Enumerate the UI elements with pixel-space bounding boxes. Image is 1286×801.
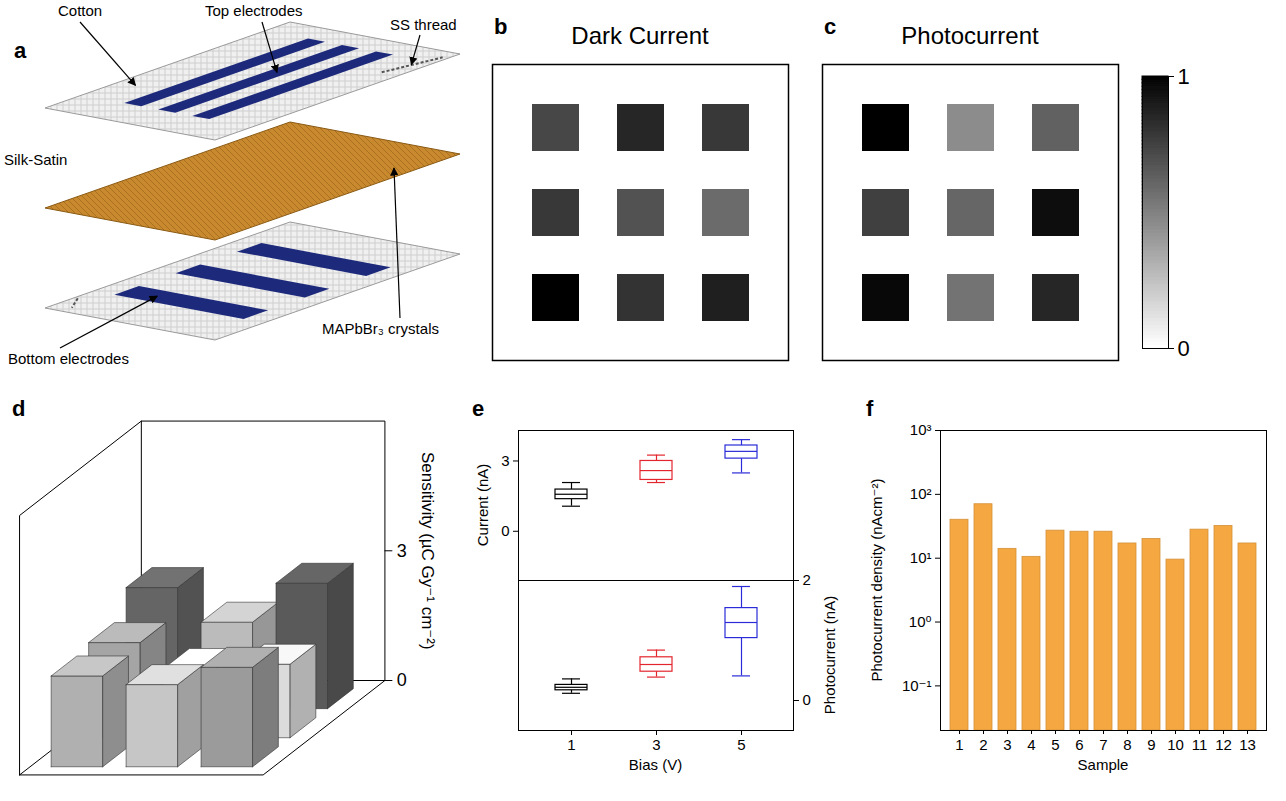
html-text:Photocurrent (nA): Photocurrent (nA) <box>820 595 838 715</box>
svg-text:13: 13 <box>1239 736 1256 753</box>
svg-text:12: 12 <box>1215 736 1232 753</box>
svg-text:4: 4 <box>1027 736 1035 753</box>
html-text:Sample: Sample <box>1077 756 1129 773</box>
svg-text:10¹: 10¹ <box>910 549 932 566</box>
svg-text:1: 1 <box>955 736 963 753</box>
svg-text:1: 1 <box>1178 64 1190 89</box>
svg-text:3: 3 <box>1003 736 1011 753</box>
html-text:Photocurrent: Photocurrent <box>901 22 1039 49</box>
svg-text:Top electrodes: Top electrodes <box>205 2 303 19</box>
svg-text:MAPbBr₃ crystals: MAPbBr₃ crystals <box>322 320 439 337</box>
svg-text:10⁻¹: 10⁻¹ <box>902 677 932 694</box>
svg-text:11: 11 <box>1192 736 1208 753</box>
svg-text:0: 0 <box>397 670 407 690</box>
svg-text:5: 5 <box>737 736 745 753</box>
html-text:Current (nA): Current (nA) <box>473 463 491 547</box>
svg-text:Cotton: Cotton <box>58 2 102 19</box>
html-text:b: b <box>494 14 508 39</box>
svg-text:3: 3 <box>501 452 509 469</box>
svg-text:10³: 10³ <box>910 421 932 438</box>
html-text:a: a <box>14 38 27 63</box>
html-text:d: d <box>12 396 26 421</box>
svg-text:3: 3 <box>652 736 660 753</box>
svg-text:0: 0 <box>1178 336 1190 361</box>
html-text:Bias (V): Bias (V) <box>628 756 683 773</box>
html-text:c: c <box>824 14 837 39</box>
svg-text:Sensitivity (µC Gy⁻¹ cm⁻²): Sensitivity (µC Gy⁻¹ cm⁻²) <box>418 452 437 650</box>
svg-text:3: 3 <box>397 541 407 561</box>
svg-text:SS thread: SS thread <box>390 16 457 33</box>
svg-text:Bottom electrodes: Bottom electrodes <box>8 350 129 367</box>
html-text:Photocurrent density (nAcm⁻²): Photocurrent density (nAcm⁻²) <box>867 478 885 682</box>
svg-text:0: 0 <box>803 691 811 708</box>
svg-text:2: 2 <box>979 736 987 753</box>
svg-text:2: 2 <box>803 571 811 588</box>
html-text:f: f <box>866 396 874 421</box>
svg-text:5: 5 <box>1051 736 1059 753</box>
html-text:e: e <box>472 396 485 421</box>
svg-text:10: 10 <box>1167 736 1184 753</box>
svg-text:1: 1 <box>567 736 575 753</box>
svg-text:Silk-Satin: Silk-Satin <box>4 151 67 168</box>
svg-text:9: 9 <box>1147 736 1155 753</box>
html-text:Dark Current: Dark Current <box>571 22 709 49</box>
svg-text:7: 7 <box>1099 736 1107 753</box>
svg-text:10⁰: 10⁰ <box>909 613 932 630</box>
svg-text:0: 0 <box>501 522 509 539</box>
svg-text:8: 8 <box>1123 736 1131 753</box>
svg-text:10²: 10² <box>910 485 932 502</box>
svg-text:6: 6 <box>1075 736 1083 753</box>
